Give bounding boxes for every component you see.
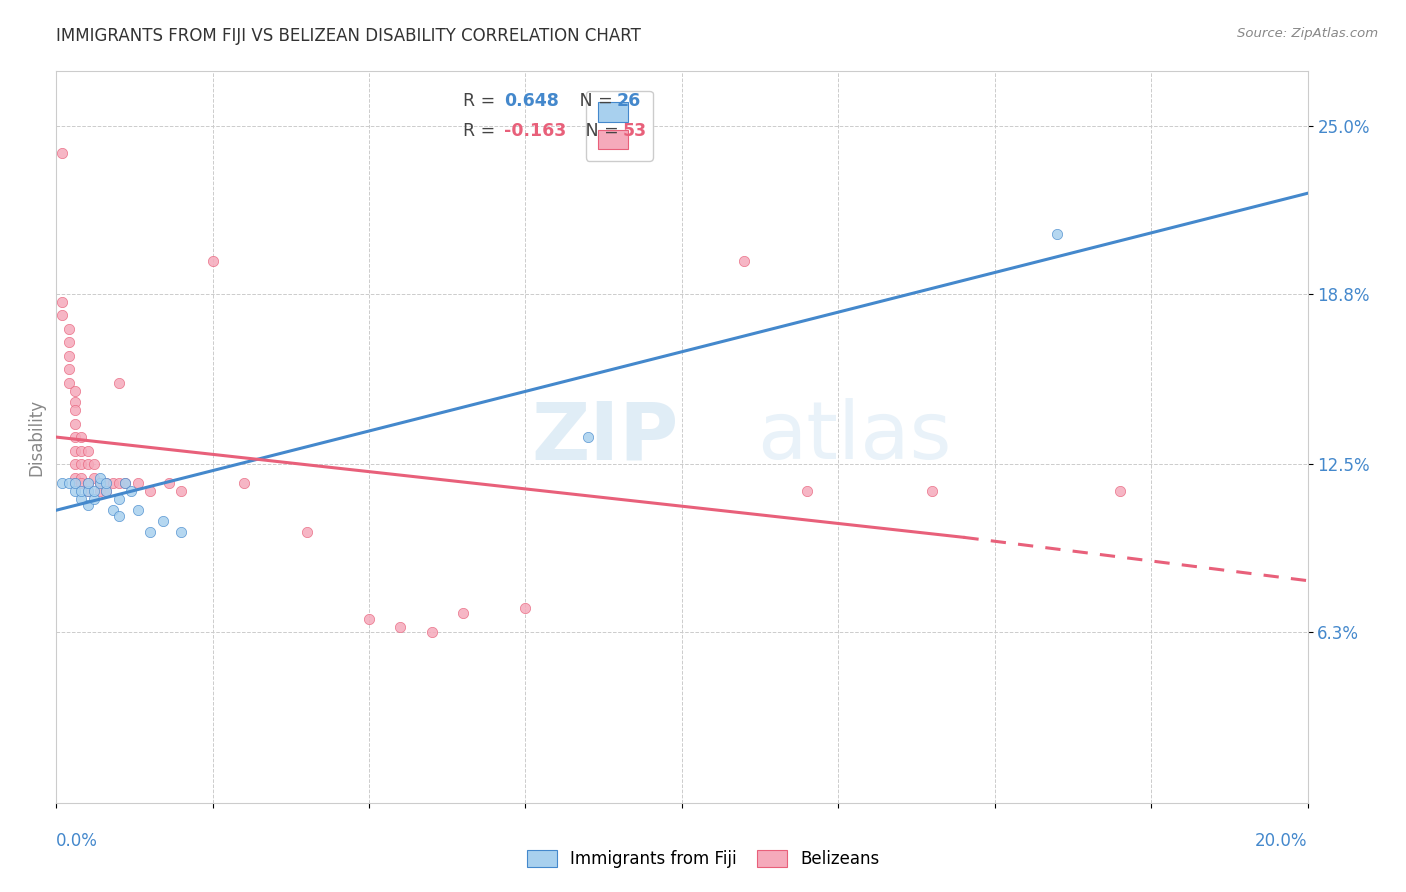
Point xyxy=(89,476,111,491)
Point xyxy=(127,476,149,491)
Point xyxy=(63,476,86,491)
Point xyxy=(76,457,98,471)
Point xyxy=(63,384,86,398)
Point xyxy=(89,471,111,485)
Text: N =: N = xyxy=(569,121,624,140)
Point xyxy=(1046,227,1069,241)
Point xyxy=(58,362,80,376)
Point xyxy=(83,471,105,485)
Point xyxy=(157,476,180,491)
Point xyxy=(233,476,256,491)
Point xyxy=(139,484,162,499)
Point xyxy=(63,443,86,458)
Text: R =: R = xyxy=(463,93,501,111)
Point xyxy=(51,476,73,491)
Point xyxy=(58,335,80,350)
Point xyxy=(83,492,105,507)
Text: 0.0%: 0.0% xyxy=(56,832,98,850)
Point xyxy=(515,600,537,615)
Point xyxy=(76,476,98,491)
Point xyxy=(83,484,105,499)
Point xyxy=(170,484,193,499)
Point xyxy=(451,606,474,620)
Point xyxy=(63,471,86,485)
Point xyxy=(70,457,93,471)
Point xyxy=(76,484,98,499)
Point xyxy=(108,476,131,491)
Point xyxy=(63,395,86,409)
Point xyxy=(63,430,86,444)
Point xyxy=(83,457,105,471)
Point xyxy=(76,484,98,499)
Point xyxy=(96,484,118,499)
Point xyxy=(89,484,111,499)
Text: -0.163: -0.163 xyxy=(505,121,567,140)
Point xyxy=(295,524,318,539)
Point xyxy=(120,484,142,499)
Legend: , : , xyxy=(586,91,652,161)
Point xyxy=(127,503,149,517)
Point xyxy=(58,349,80,363)
Point xyxy=(1109,484,1132,499)
Point xyxy=(108,376,131,390)
Point xyxy=(51,294,73,309)
Point xyxy=(139,524,162,539)
Point xyxy=(921,484,943,499)
Text: 20.0%: 20.0% xyxy=(1256,832,1308,850)
Point xyxy=(101,503,124,517)
Point xyxy=(63,476,86,491)
Point xyxy=(114,476,136,491)
Text: IMMIGRANTS FROM FIJI VS BELIZEAN DISABILITY CORRELATION CHART: IMMIGRANTS FROM FIJI VS BELIZEAN DISABIL… xyxy=(56,27,641,45)
Text: R =: R = xyxy=(463,121,501,140)
Point xyxy=(51,308,73,322)
Point xyxy=(63,457,86,471)
Point xyxy=(58,476,80,491)
Point xyxy=(76,498,98,512)
Text: Source: ZipAtlas.com: Source: ZipAtlas.com xyxy=(1237,27,1378,40)
Text: atlas: atlas xyxy=(756,398,952,476)
Point xyxy=(96,476,118,491)
Text: 53: 53 xyxy=(623,121,647,140)
Point xyxy=(76,443,98,458)
Point xyxy=(108,508,131,523)
Point xyxy=(58,376,80,390)
Point xyxy=(63,484,86,499)
Point xyxy=(89,476,111,491)
Point xyxy=(70,471,93,485)
Point xyxy=(420,625,443,640)
Point xyxy=(576,430,599,444)
Legend: Immigrants from Fiji, Belizeans: Immigrants from Fiji, Belizeans xyxy=(520,843,886,875)
Point xyxy=(796,484,818,499)
Point xyxy=(96,484,118,499)
Point xyxy=(152,514,174,528)
Point xyxy=(96,476,118,491)
Point xyxy=(63,417,86,431)
Point xyxy=(76,476,98,491)
Point xyxy=(70,476,93,491)
Point xyxy=(114,476,136,491)
Point xyxy=(108,492,131,507)
Text: 0.648: 0.648 xyxy=(505,93,560,111)
Text: ZIP: ZIP xyxy=(531,398,679,476)
Point xyxy=(359,611,381,625)
Point xyxy=(63,403,86,417)
Point xyxy=(389,620,412,634)
Point xyxy=(51,145,73,160)
Point xyxy=(70,443,93,458)
Text: N =: N = xyxy=(562,93,619,111)
Y-axis label: Disability: Disability xyxy=(27,399,45,475)
Point xyxy=(101,476,124,491)
Point xyxy=(70,484,93,499)
Point xyxy=(201,254,224,268)
Point xyxy=(70,492,93,507)
Point xyxy=(58,322,80,336)
Point xyxy=(70,430,93,444)
Point xyxy=(734,254,756,268)
Text: 26: 26 xyxy=(617,93,641,111)
Point xyxy=(170,524,193,539)
